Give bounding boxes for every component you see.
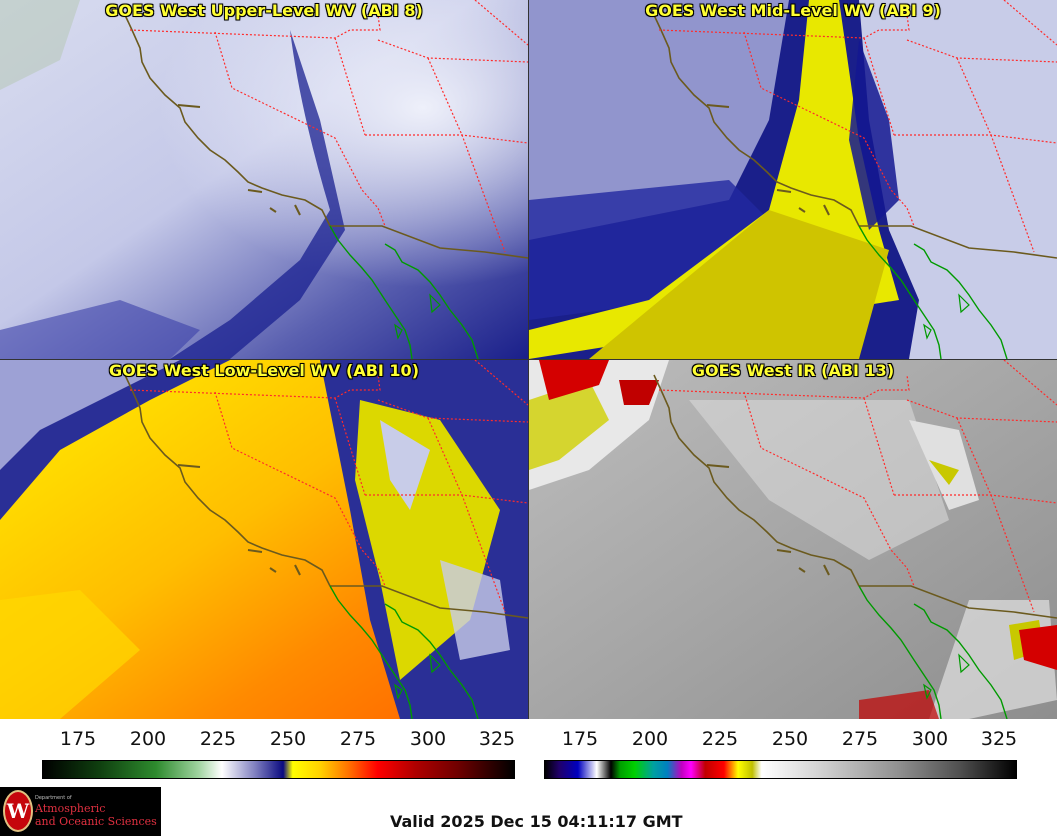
panel-divider-horizontal <box>0 359 1057 360</box>
upper-level-wv-image <box>0 0 528 359</box>
logo-dept-text: Department of <box>35 795 72 801</box>
mid-level-wv-image <box>529 0 1057 359</box>
colorbar-tick: 175 <box>561 728 599 750</box>
panel-title: GOES West Low-Level WV (ABI 10) <box>108 361 419 380</box>
colorbar-right: 175 200 225 250 275 300 325 <box>529 720 1057 780</box>
low-level-wv-image <box>0 360 528 719</box>
colorbar-gradient-wv <box>42 760 515 779</box>
colorbar-tick: 175 <box>59 728 97 750</box>
panel-title: GOES West Mid-Level WV (ABI 9) <box>645 1 941 20</box>
valid-time: Valid 2025 Dec 15 04:11:17 GMT <box>390 812 683 831</box>
panel-title: GOES West Upper-Level WV (ABI 8) <box>105 1 423 20</box>
logo-line1: Atmospheric <box>35 802 106 815</box>
aos-logo[interactable]: W Department of Atmospheric and Oceanic … <box>0 787 161 836</box>
panel-upper-level-wv: GOES West Upper-Level WV (ABI 8) <box>0 0 528 359</box>
panel-title: GOES West IR (ABI 13) <box>691 361 895 380</box>
colorbar-tick: 300 <box>409 728 447 750</box>
colorbar-tick: 200 <box>129 728 167 750</box>
colorbar-tick: 225 <box>199 728 237 750</box>
logo-line2: and Oceanic Sciences <box>35 815 157 828</box>
colorbar-tick: 325 <box>478 728 516 750</box>
uw-seal-icon: W <box>3 790 33 832</box>
colorbar-tick: 250 <box>269 728 307 750</box>
colorbar-tick: 225 <box>701 728 739 750</box>
panel-ir: GOES West IR (ABI 13) <box>529 360 1057 719</box>
colorbar-left: 175 200 225 250 275 300 325 <box>0 720 528 780</box>
colorbar-tick: 325 <box>980 728 1018 750</box>
colorbar-tick: 250 <box>771 728 809 750</box>
panel-low-level-wv: GOES West Low-Level WV (ABI 10) <box>0 360 528 719</box>
ir-image <box>529 360 1057 719</box>
colorbar-tick: 200 <box>631 728 669 750</box>
colorbar-tick: 275 <box>339 728 377 750</box>
colorbar-tick: 275 <box>841 728 879 750</box>
colorbar-gradient-ir <box>544 760 1017 779</box>
panel-mid-level-wv: GOES West Mid-Level WV (ABI 9) <box>529 0 1057 359</box>
colorbar-tick: 300 <box>911 728 949 750</box>
